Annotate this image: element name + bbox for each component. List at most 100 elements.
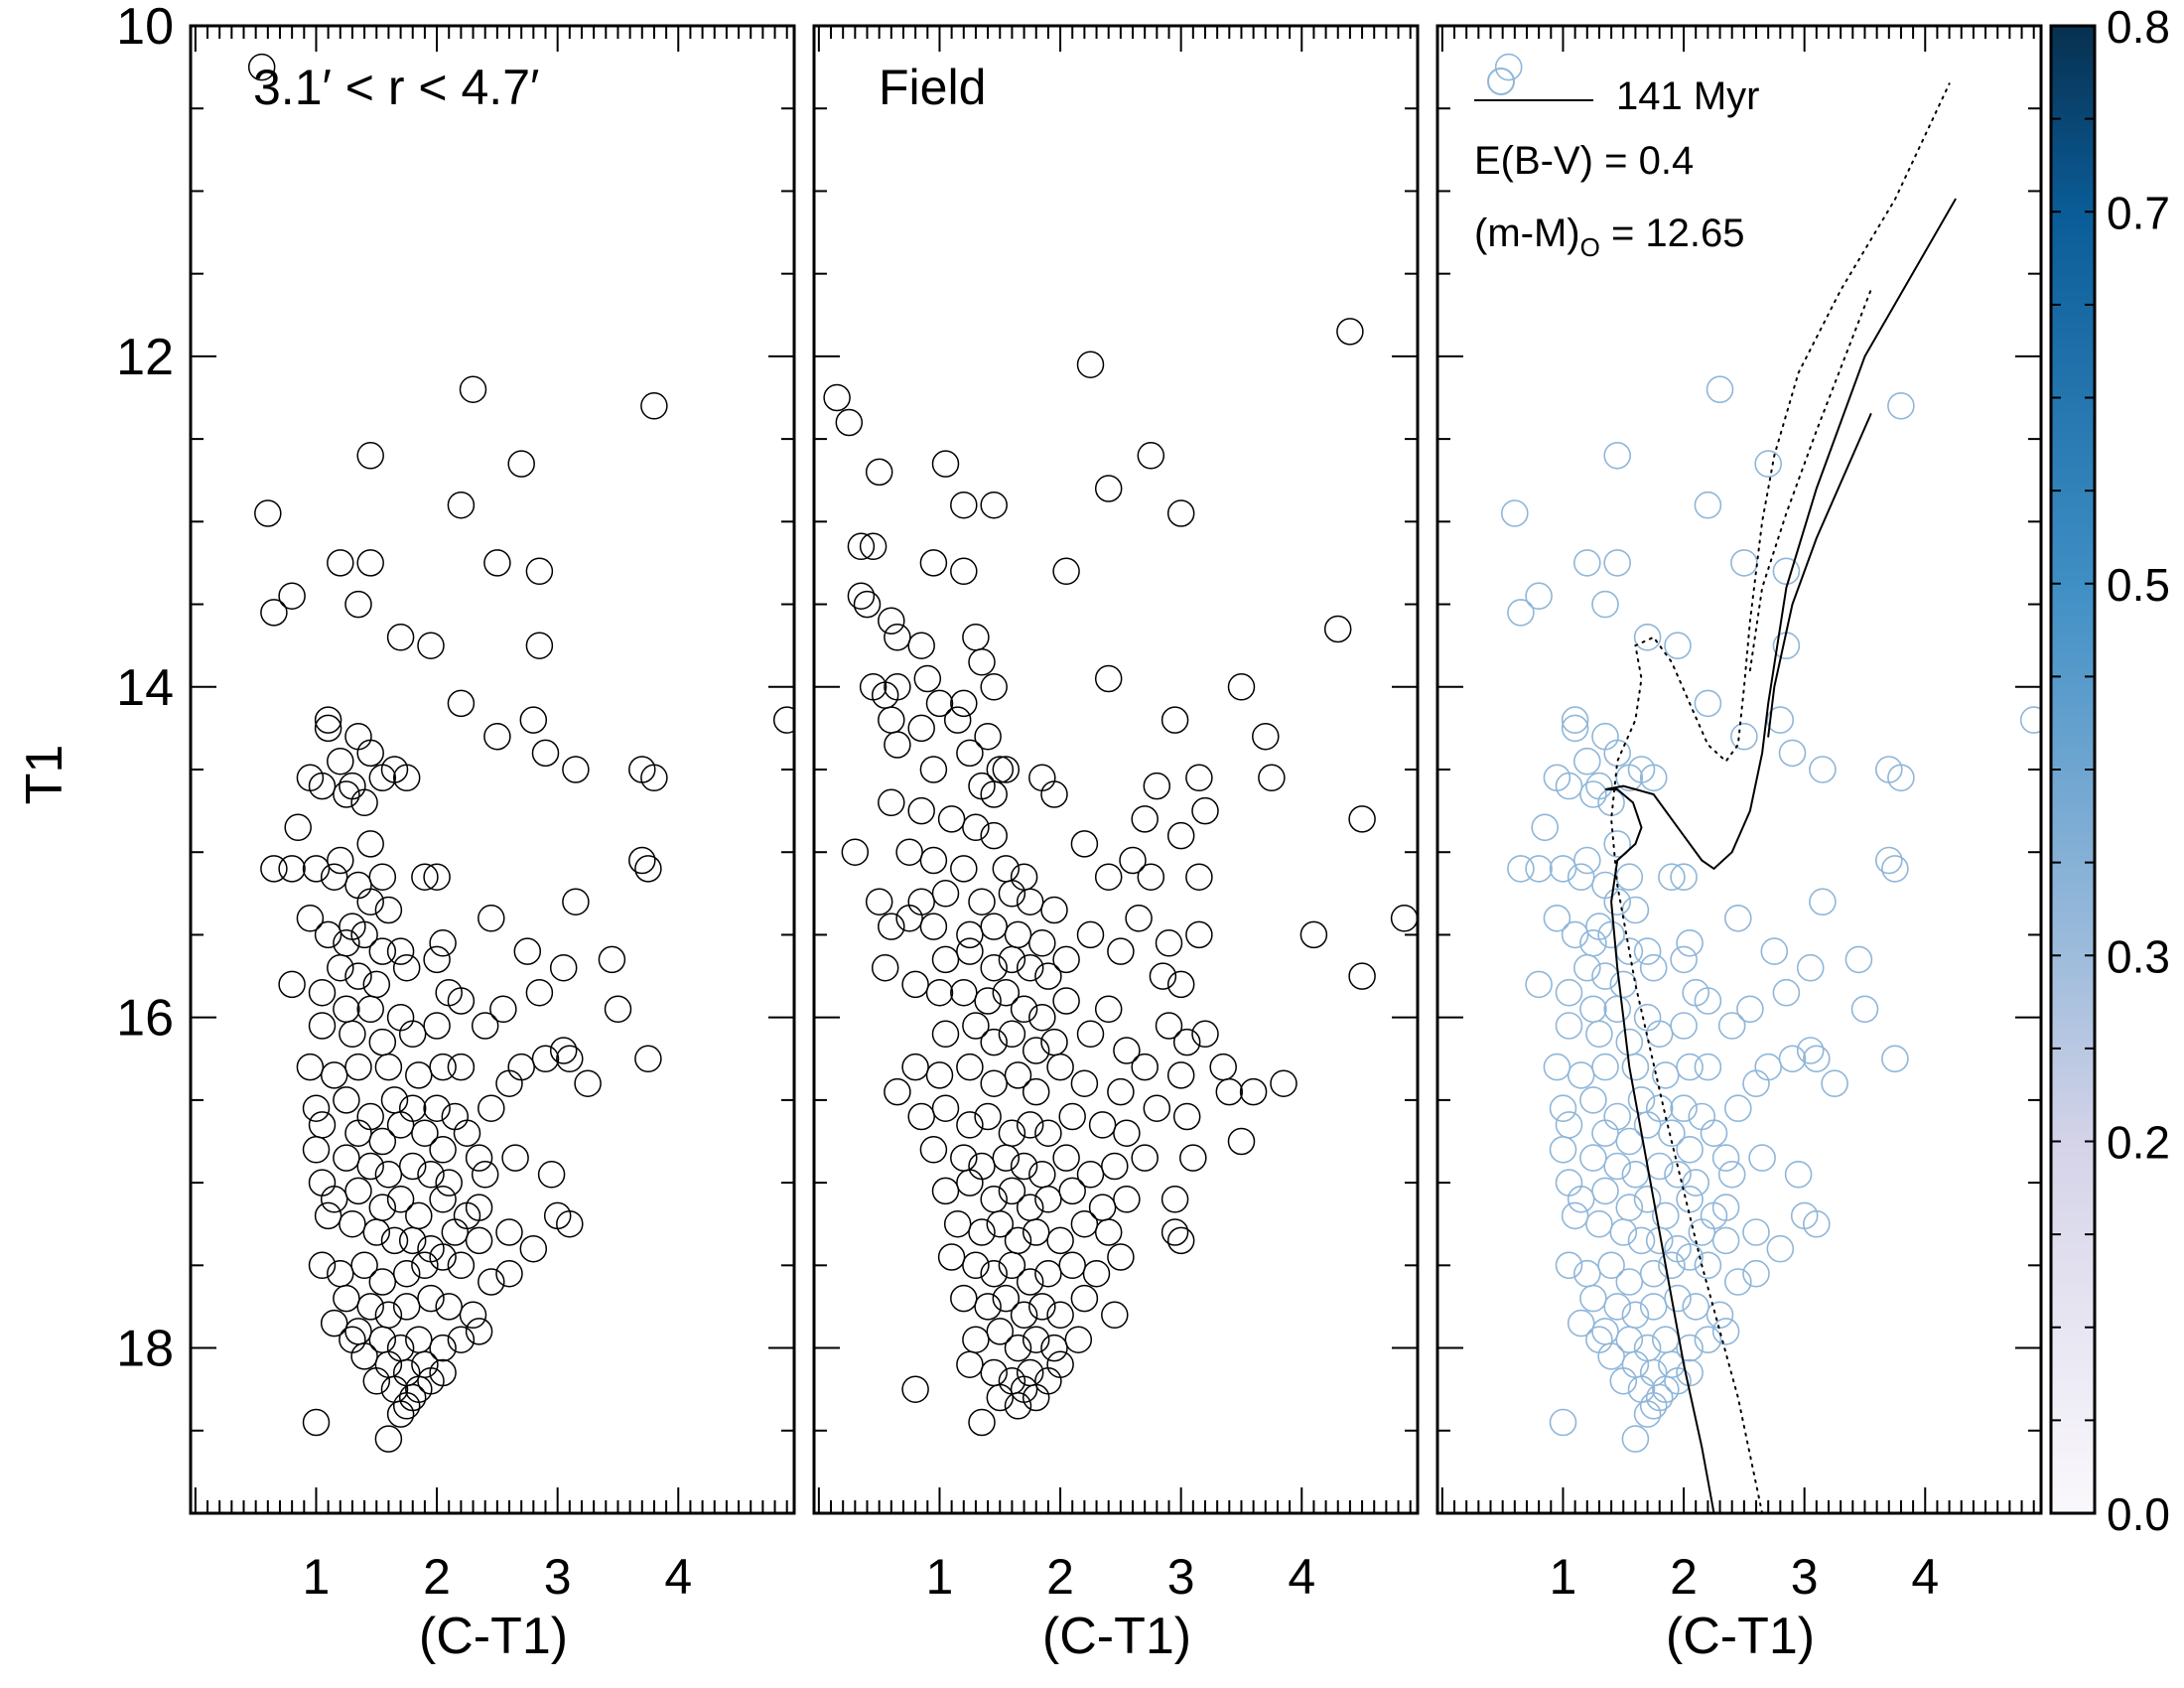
panel-cluster-xlabel: (C-T1)	[419, 1608, 568, 1665]
star-point	[1185, 920, 1213, 949]
star-point	[465, 1144, 493, 1172]
star-point	[871, 681, 899, 709]
star-point	[1052, 987, 1080, 1015]
star-point	[1652, 1061, 1680, 1089]
star-point	[308, 1169, 337, 1196]
star-point	[1107, 1243, 1135, 1271]
star-point	[1166, 1226, 1195, 1255]
star-point	[1585, 1020, 1613, 1049]
star-point	[907, 888, 935, 915]
star-point	[1543, 764, 1571, 792]
star-point	[339, 1020, 366, 1049]
star-point	[441, 1218, 470, 1246]
star-point	[1155, 929, 1183, 957]
star-point	[1143, 772, 1171, 800]
star-point	[1525, 855, 1553, 883]
star-point	[392, 1293, 421, 1321]
star-point	[260, 855, 288, 883]
star-point	[628, 756, 656, 783]
star-point	[1076, 1020, 1105, 1049]
star-point	[1004, 920, 1032, 949]
star-point	[1561, 920, 1589, 949]
star-point	[1881, 1045, 1909, 1073]
star-point	[1603, 441, 1631, 470]
star-point	[1603, 549, 1631, 577]
star-point	[1191, 1020, 1219, 1049]
x-tick-label: 4	[664, 1549, 692, 1605]
panel-membership-xlabel: (C-T1)	[1666, 1608, 1815, 1665]
star-point	[368, 863, 397, 891]
star-point	[1040, 780, 1068, 808]
star-point	[525, 557, 554, 586]
star-point	[519, 706, 548, 734]
star-point	[1809, 756, 1837, 783]
star-point	[1323, 615, 1352, 643]
star-point	[1076, 1161, 1105, 1189]
star-point	[901, 1375, 929, 1403]
star-point	[1076, 351, 1105, 378]
star-point	[1676, 1053, 1704, 1081]
star-point	[362, 1367, 391, 1395]
star-point	[1682, 1169, 1709, 1196]
x-tick-label: 2	[1046, 1549, 1074, 1605]
annotation-distance-modulus-subscript: O	[1580, 232, 1600, 262]
star-point	[1185, 863, 1213, 891]
star-point	[356, 995, 384, 1024]
star-point	[1778, 739, 1807, 768]
x-tick-label: 3	[544, 1549, 572, 1605]
legend: 141 Myr E(B-V) = 0.4 (m-M)O = 12.65	[1474, 68, 1760, 262]
star-point	[1034, 1119, 1062, 1147]
star-point	[356, 830, 384, 858]
star-point	[943, 706, 972, 734]
star-point	[998, 1251, 1026, 1280]
star-point	[333, 780, 360, 808]
legend-entry-label: 141 Myr	[1616, 74, 1760, 118]
star-point	[1682, 1293, 1709, 1321]
star-point	[1299, 920, 1328, 949]
star-point	[1621, 1053, 1650, 1081]
star-point	[1724, 1268, 1752, 1296]
star-point	[1125, 905, 1153, 932]
star-point	[859, 532, 887, 561]
star-point	[1633, 1186, 1662, 1213]
star-point	[525, 978, 554, 1007]
star-point	[962, 624, 990, 651]
star-point	[350, 1342, 378, 1370]
star-point	[901, 1053, 929, 1081]
star-point	[1567, 1061, 1595, 1089]
star-point	[1772, 557, 1801, 586]
star-point	[1585, 1326, 1613, 1353]
star-point	[478, 1094, 505, 1122]
star-point	[1633, 1400, 1662, 1428]
star-point	[296, 764, 325, 792]
star-point	[1694, 1053, 1722, 1081]
panel-frame	[189, 24, 796, 1515]
star-point	[1543, 1053, 1571, 1081]
star-point	[435, 1293, 463, 1321]
star-point	[308, 1111, 337, 1139]
star-point	[1052, 945, 1080, 974]
star-point	[1609, 1367, 1638, 1395]
star-point	[1664, 632, 1692, 660]
star-point	[320, 1061, 348, 1089]
star-point	[362, 1218, 391, 1246]
star-point	[392, 953, 421, 982]
star-point	[1160, 706, 1189, 734]
star-point	[465, 1318, 493, 1345]
star-point	[1227, 673, 1256, 701]
isochrone-dotted-line	[1748, 289, 1872, 672]
star-point	[398, 1020, 427, 1049]
star-point	[247, 53, 276, 81]
star-point	[1670, 1012, 1698, 1040]
star-point	[1875, 756, 1903, 783]
star-point	[1639, 1392, 1668, 1420]
star-point	[980, 1069, 1008, 1097]
star-point	[1022, 1077, 1050, 1106]
star-point	[1088, 1111, 1117, 1139]
star-point	[1597, 1251, 1625, 1280]
star-point	[604, 995, 632, 1024]
star-point	[495, 1259, 523, 1288]
star-point	[974, 1102, 1002, 1131]
star-point	[1507, 855, 1535, 883]
star-point	[884, 1077, 911, 1106]
